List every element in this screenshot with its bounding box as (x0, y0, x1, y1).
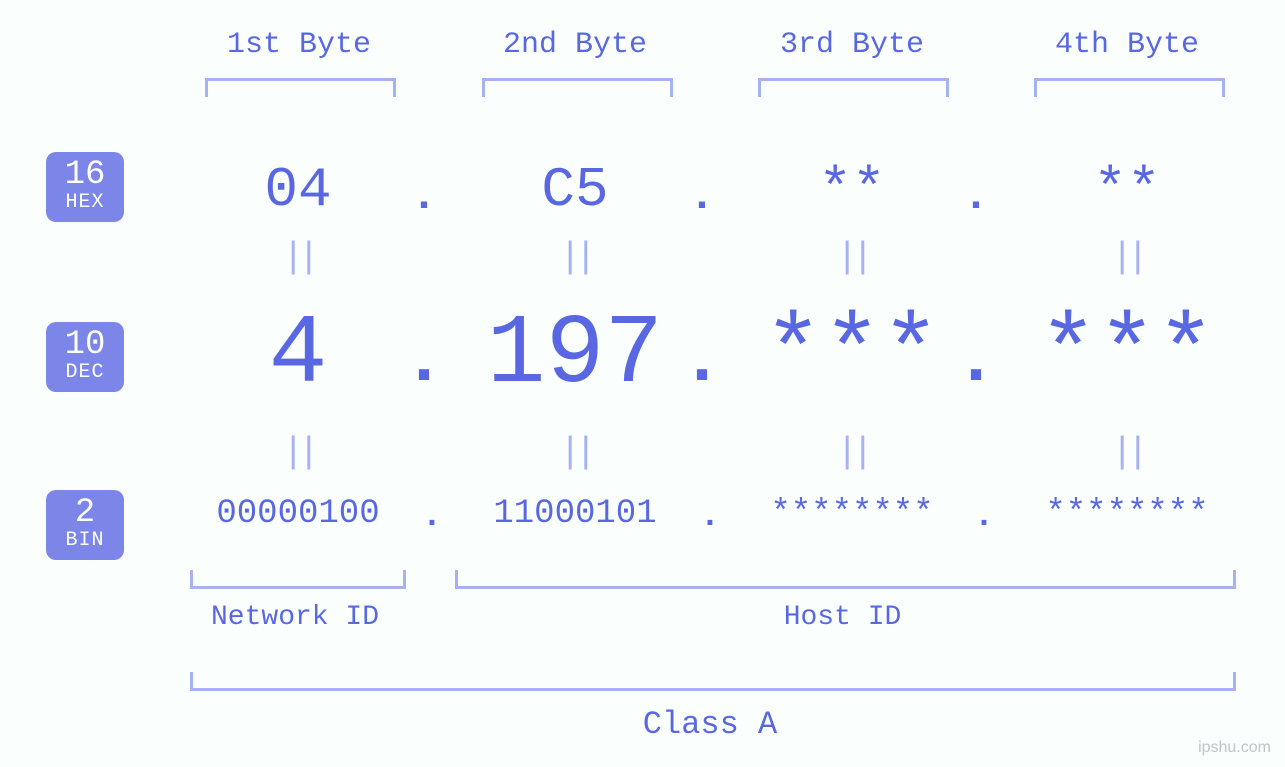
equals-3a: || (822, 237, 882, 278)
equals-1a: || (268, 237, 328, 278)
bracket-host-id (455, 570, 1236, 589)
dec-byte-1: 4 (168, 300, 428, 411)
bin-dot-1: . (420, 498, 444, 536)
dec-byte-4: *** (997, 300, 1257, 411)
bracket-byte-2 (482, 78, 673, 97)
badge-hex-tag: HEX (46, 192, 124, 214)
badge-hex: 16 HEX (46, 152, 124, 222)
hex-dot-2: . (684, 172, 720, 222)
bracket-byte-1 (205, 78, 396, 97)
bracket-network-id (190, 570, 406, 589)
label-network-id: Network ID (190, 602, 400, 633)
hex-dot-3: . (958, 172, 994, 222)
equals-4b: || (1097, 432, 1157, 473)
dec-dot-1: . (400, 320, 448, 402)
bracket-byte-4 (1034, 78, 1225, 97)
hex-dot-1: . (406, 172, 442, 222)
badge-bin: 2 BIN (46, 490, 124, 560)
equals-1b: || (268, 432, 328, 473)
bracket-class (190, 672, 1236, 691)
hex-byte-1: 04 (168, 158, 428, 222)
equals-4a: || (1097, 237, 1157, 278)
watermark: ipshu.com (1198, 739, 1271, 757)
badge-hex-num: 16 (46, 158, 124, 192)
byte-header-1: 1st Byte (214, 28, 384, 62)
byte-header-4: 4th Byte (1042, 28, 1212, 62)
bin-byte-1: 00000100 (168, 495, 428, 533)
equals-3b: || (822, 432, 882, 473)
equals-2b: || (545, 432, 605, 473)
ip-diagram: 1st Byte 2nd Byte 3rd Byte 4th Byte 16 H… (0, 0, 1285, 767)
badge-dec-tag: DEC (46, 362, 124, 384)
equals-2a: || (545, 237, 605, 278)
byte-header-2: 2nd Byte (490, 28, 660, 62)
hex-byte-4: ** (997, 158, 1257, 222)
dec-byte-3: *** (722, 300, 982, 411)
label-class: Class A (190, 706, 1230, 743)
bin-byte-4: ******** (997, 495, 1257, 533)
dec-dot-2: . (678, 320, 726, 402)
badge-dec: 10 DEC (46, 322, 124, 392)
label-host-id: Host ID (455, 602, 1230, 633)
bin-dot-2: . (698, 498, 722, 536)
bin-dot-3: . (972, 498, 996, 536)
dec-byte-2: 197 (445, 300, 705, 411)
hex-byte-3: ** (722, 158, 982, 222)
bin-byte-3: ******** (722, 495, 982, 533)
badge-bin-num: 2 (46, 496, 124, 530)
dec-dot-3: . (952, 320, 1000, 402)
byte-header-3: 3rd Byte (767, 28, 937, 62)
badge-bin-tag: BIN (46, 530, 124, 552)
bracket-byte-3 (758, 78, 949, 97)
hex-byte-2: C5 (445, 158, 705, 222)
badge-dec-num: 10 (46, 328, 124, 362)
bin-byte-2: 11000101 (445, 495, 705, 533)
